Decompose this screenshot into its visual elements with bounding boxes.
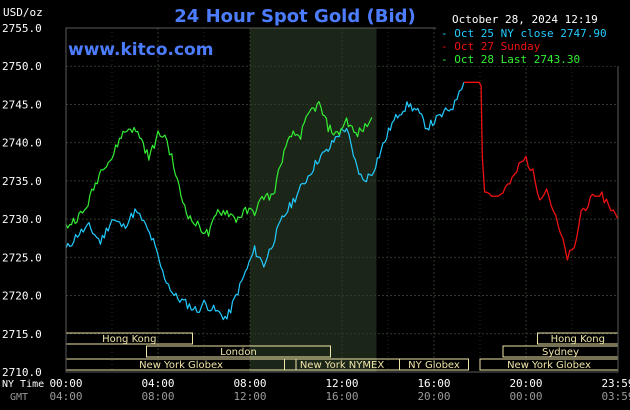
y-tick-label: 2720.0 bbox=[2, 290, 42, 303]
y-tick-label: 2740.0 bbox=[2, 137, 42, 150]
x-tick-label-ny: 23:59 bbox=[601, 377, 630, 390]
market-bar-label: London bbox=[220, 347, 257, 358]
y-tick-label: 2755.0 bbox=[2, 22, 42, 35]
watermark: www.kitco.com bbox=[68, 40, 213, 60]
market-bar-label: NY Globex bbox=[408, 360, 460, 371]
series-line bbox=[463, 81, 619, 261]
x-tick-label-ny: 20:00 bbox=[509, 377, 542, 390]
chart-datetime: October 28, 2024 12:19 bbox=[452, 13, 598, 26]
y-tick-label: 2750.0 bbox=[2, 60, 42, 73]
y-tick-label: 2715.0 bbox=[2, 328, 42, 341]
market-bar-label: New York Globex bbox=[139, 360, 223, 371]
y-tick-label: 2730.0 bbox=[2, 213, 42, 226]
ny-time-label: NY Time bbox=[2, 379, 44, 390]
market-hours-layer: Hong Kong London New York Globex New York N… bbox=[65, 332, 619, 371]
market-bar bbox=[399, 358, 469, 371]
x-tick-label-gmt: 03:59 bbox=[601, 390, 630, 403]
market-bar bbox=[146, 345, 331, 358]
series-layer bbox=[65, 81, 619, 321]
x-tick-label-gmt: 16:00 bbox=[325, 390, 358, 403]
market-bar-label: Hong Kong bbox=[102, 334, 156, 345]
x-tick-label-gmt: 04:00 bbox=[49, 390, 82, 403]
y-tick-label: 2725.0 bbox=[2, 251, 42, 264]
plot-border bbox=[65, 27, 619, 373]
market-bar-label: New York NYMEX bbox=[300, 360, 385, 371]
chart-title: 24 Hour Spot Gold (Bid) bbox=[174, 6, 415, 27]
series-line bbox=[65, 82, 465, 321]
x-tick-label-ny: 00:00 bbox=[49, 377, 82, 390]
axes-layer: 2755.0 2750.0 2745.0 2740.0 2735.0 2730.0 2725… bbox=[2, 22, 630, 403]
legend-entry: - Oct 28 Last 2743.30 bbox=[441, 53, 580, 66]
x-tick-label-gmt: 12:00 bbox=[233, 390, 266, 403]
y-tick-label: 2745.0 bbox=[2, 98, 42, 111]
x-tick-label-ny: 04:00 bbox=[141, 377, 174, 390]
market-bar-label: Hong Kong bbox=[551, 334, 605, 345]
legend-box bbox=[436, 26, 620, 66]
x-tick-label-ny: 12:00 bbox=[325, 377, 358, 390]
x-tick-label-ny: 08:00 bbox=[233, 377, 266, 390]
legend-entry: - Oct 25 NY close 2747.90 bbox=[441, 27, 607, 40]
y-tick-label: 2735.0 bbox=[2, 175, 42, 188]
series-line bbox=[65, 100, 373, 237]
shaded-window-layer bbox=[250, 28, 377, 372]
legend-entry: - Oct 27 Sunday bbox=[441, 40, 541, 53]
y-tick-label: 2710.0 bbox=[2, 366, 42, 379]
shaded-window bbox=[250, 28, 377, 372]
x-tick-label-gmt: 00:00 bbox=[509, 390, 542, 403]
gmt-label: GMT bbox=[10, 392, 28, 403]
x-tick-label-gmt: 20:00 bbox=[417, 390, 450, 403]
y-axis-label: USD/oz bbox=[3, 6, 43, 19]
x-tick-label-gmt: 08:00 bbox=[141, 390, 174, 403]
market-bar-label: New York Globex bbox=[507, 360, 591, 371]
x-tick-label-ny: 16:00 bbox=[417, 377, 450, 390]
market-bar-label: Sydney bbox=[542, 347, 579, 358]
